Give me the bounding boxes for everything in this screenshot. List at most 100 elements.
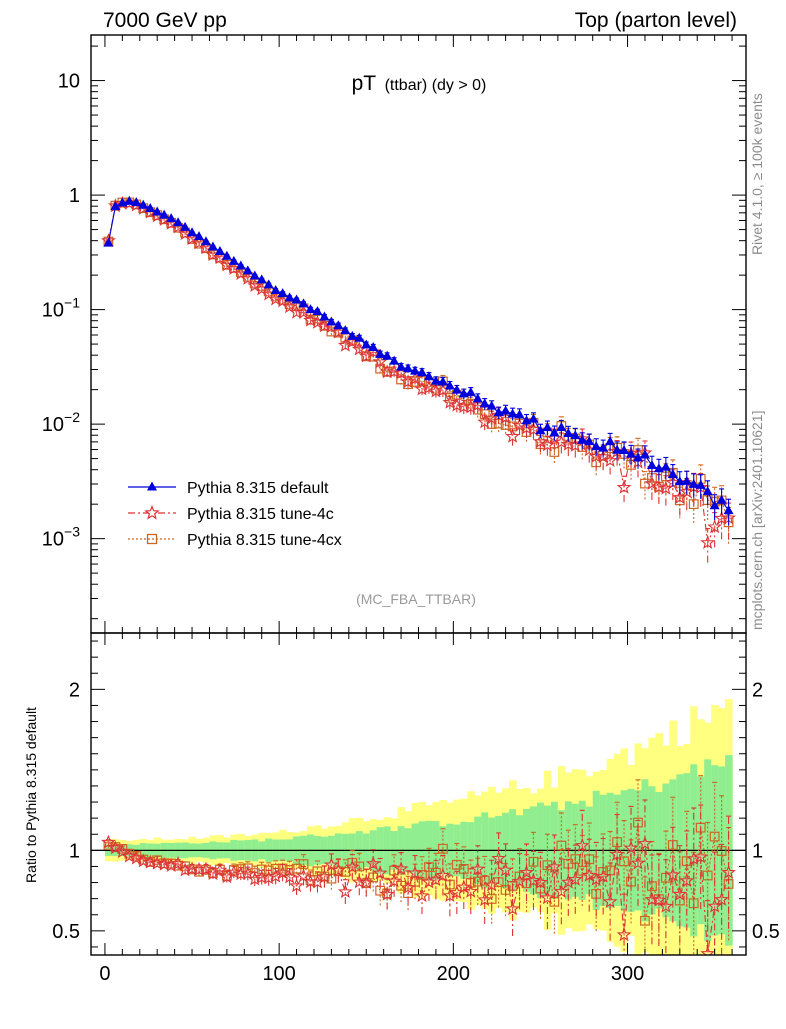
tune4c-marker xyxy=(247,277,263,293)
tune4c-marker xyxy=(505,901,520,916)
tick-base: 10 xyxy=(42,414,64,436)
tune4c-marker xyxy=(393,861,409,876)
tick-base: 10 xyxy=(58,71,80,93)
default-marker xyxy=(479,398,490,408)
tune4c-marker xyxy=(317,869,332,884)
tune4c-marker xyxy=(121,848,137,863)
default-marker xyxy=(180,221,191,231)
tune4cx-marker xyxy=(619,856,629,867)
tune4cx-marker xyxy=(640,915,650,926)
tune4cx-marker xyxy=(709,831,720,842)
tune4c-marker xyxy=(414,888,430,903)
ratio-y-axis-label: Ratio to Pythia 8.315 default xyxy=(23,707,39,883)
legend-entry-default: Pythia 8.315 default xyxy=(128,480,329,497)
tune4c-marker xyxy=(721,864,736,879)
tune4c-marker xyxy=(456,879,472,894)
legend-label-tune4cx: Pythia 8.315 tune-4cx xyxy=(187,532,342,549)
tune4c-marker xyxy=(679,872,695,888)
tune4c-marker xyxy=(533,434,548,449)
tune4c-marker xyxy=(386,873,402,888)
default-marker xyxy=(319,311,330,321)
default-marker xyxy=(396,361,407,371)
tune4c-marker xyxy=(700,534,716,550)
main-y-tick-label: 1 xyxy=(69,185,80,207)
tune4c-marker xyxy=(170,855,186,871)
tune4c-marker xyxy=(282,299,297,314)
tune4c-marker xyxy=(379,886,395,901)
default-marker xyxy=(263,279,274,289)
tune4c-marker xyxy=(540,890,555,905)
tune4cx-marker xyxy=(424,862,434,872)
default-marker xyxy=(563,427,574,437)
tune4c-marker xyxy=(128,850,144,865)
tune4c-marker xyxy=(365,856,381,871)
tune4c-marker xyxy=(470,861,486,876)
default-marker xyxy=(270,284,281,294)
tune4c-marker xyxy=(498,862,513,877)
main-y-tick-label: 10−3 xyxy=(42,524,80,551)
default-marker xyxy=(444,380,455,390)
tune4c-marker xyxy=(526,872,541,887)
default-marker xyxy=(214,245,225,255)
default-marker xyxy=(437,376,448,386)
tune4c-marker xyxy=(421,379,437,395)
default-marker xyxy=(368,342,379,352)
tune4c-marker xyxy=(414,381,430,396)
tune4c-marker xyxy=(630,855,646,870)
main-y-tick-label: 10 xyxy=(58,71,80,93)
legend-triangle-icon xyxy=(147,481,157,491)
tune4cx-marker xyxy=(702,870,713,881)
tune4c-marker xyxy=(616,479,632,494)
default-marker xyxy=(200,236,211,246)
tune4c-marker xyxy=(310,874,325,889)
ratio-y-tick-label-left: 1 xyxy=(69,840,80,862)
tune4c-marker xyxy=(644,475,660,491)
tune4c-marker xyxy=(693,849,709,864)
tune4cx-marker xyxy=(403,379,413,390)
default-marker xyxy=(430,375,441,385)
tune4c-marker xyxy=(546,859,562,874)
ratio-y-tick-label-right: 1 xyxy=(752,840,763,862)
default-marker xyxy=(298,298,309,308)
tune4c-marker xyxy=(567,871,583,886)
default-marker xyxy=(291,294,302,304)
tune4c-marker xyxy=(323,857,339,872)
tune4c-marker xyxy=(372,865,388,880)
tick-exponent: −2 xyxy=(64,409,80,425)
tune4c-marker xyxy=(553,883,569,898)
default-marker xyxy=(632,452,643,462)
default-marker xyxy=(403,363,414,373)
default-marker xyxy=(605,436,616,446)
tick-base: 10 xyxy=(42,529,64,551)
default-marker xyxy=(556,421,567,431)
tune4c-marker xyxy=(714,891,730,906)
tune4c-marker xyxy=(268,291,284,306)
legend: Pythia 8.315 default Pythia 8.315 tune-4… xyxy=(128,480,342,549)
default-marker xyxy=(235,260,246,270)
main-series xyxy=(101,195,736,563)
x-tick-label: 100 xyxy=(262,963,295,985)
default-marker xyxy=(305,304,316,314)
tune4c-marker xyxy=(609,846,625,861)
x-tick-label: 300 xyxy=(611,963,644,985)
tune4c-marker xyxy=(142,854,158,869)
tune4c-marker xyxy=(282,869,297,884)
default-marker xyxy=(660,461,671,471)
tune4c-marker xyxy=(372,354,388,369)
default-marker xyxy=(451,384,462,394)
tune4c-marker xyxy=(491,850,507,865)
legend-label-default: Pythia 8.315 default xyxy=(187,480,329,497)
default-marker xyxy=(333,320,344,330)
default-marker xyxy=(486,400,497,410)
default-marker xyxy=(423,371,434,381)
default-marker xyxy=(207,241,218,251)
tune4c-marker xyxy=(560,436,576,451)
legend-entry-tune4c: Pythia 8.315 tune-4c xyxy=(128,504,334,523)
default-marker xyxy=(103,237,114,247)
tick-exponent: −3 xyxy=(64,524,80,540)
tick-exponent: −1 xyxy=(64,295,80,311)
tune4c-marker xyxy=(156,856,172,871)
x-tick-label: 0 xyxy=(99,963,110,985)
tune4c-marker xyxy=(686,851,702,866)
